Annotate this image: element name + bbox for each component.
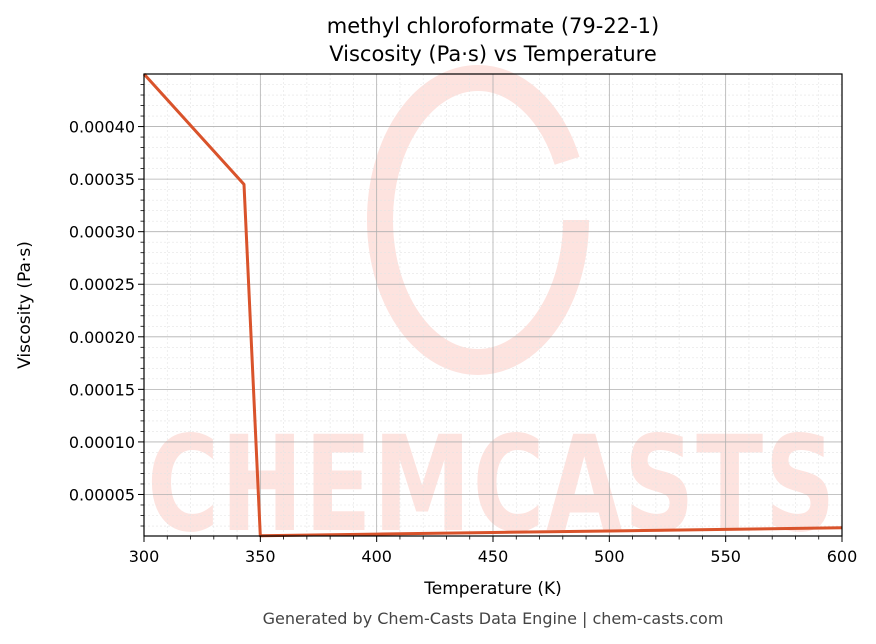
x-tick-label: 600: [827, 547, 858, 566]
series-layer: [142, 72, 843, 538]
viscosity-series-line: [142, 72, 843, 538]
watermark-swirl: [367, 65, 589, 375]
y-tick-label: 0.00025: [69, 275, 135, 294]
chart-title: methyl chloroformate (79-22-1): [327, 14, 659, 38]
footer-credit: Generated by Chem-Casts Data Engine | ch…: [263, 609, 724, 628]
y-tick-label: 0.00035: [69, 170, 135, 189]
y-axis: 0.00005 0.00010 0.00015 0.00020 0.00025 0.000…: [69, 84, 144, 527]
x-tick-label: 350: [245, 547, 276, 566]
y-tick-label: 0.00030: [69, 223, 135, 242]
x-axis-label: Temperature (K): [423, 579, 562, 599]
y-tick-label: 0.00010: [69, 433, 135, 452]
chart-subtitle: Viscosity (Pa·s) vs Temperature: [329, 42, 657, 66]
x-tick-label: 400: [361, 547, 392, 566]
x-axis: 300 350 400 450 500 550 600: [129, 536, 858, 566]
x-tick-label: 500: [594, 547, 625, 566]
x-tick-label: 550: [710, 547, 741, 566]
x-tick-label: 450: [478, 547, 509, 566]
y-tick-label: 0.00005: [69, 485, 135, 504]
y-axis-label: Viscosity (Pa·s): [15, 241, 35, 369]
watermark-letters: CHEMCASTS: [147, 408, 837, 562]
major-grid: [144, 74, 842, 536]
x-tick-label: 300: [129, 547, 160, 566]
y-tick-label: 0.00040: [69, 118, 135, 137]
y-tick-label: 0.00020: [69, 328, 135, 347]
y-tick-label: 0.00015: [69, 380, 135, 399]
